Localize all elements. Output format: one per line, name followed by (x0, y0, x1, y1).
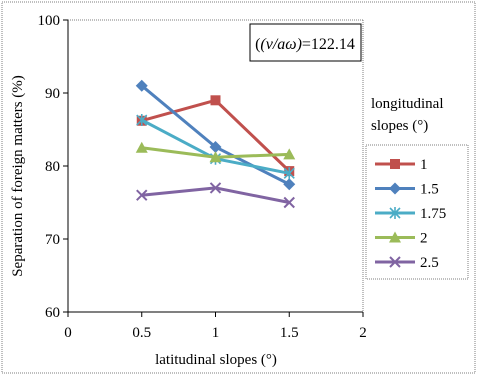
legend-item: 1.75 (375, 206, 446, 222)
legend-item: 1.5 (375, 182, 439, 198)
legend-items: 1 1.5 1.75 2 2.5 (375, 157, 446, 271)
data-point (135, 79, 148, 92)
data-point (135, 141, 148, 153)
legend-label: 1.5 (420, 182, 439, 198)
legend-marker (389, 256, 401, 268)
y-tick-label: 60 (45, 305, 60, 321)
series-2.5 (136, 182, 295, 209)
data-point (136, 189, 148, 201)
series-2 (135, 141, 296, 163)
data-point (209, 141, 222, 154)
legend-marker (389, 182, 401, 195)
y-tick-label: 100 (38, 13, 61, 29)
y-axis-label: Separation of foreign matters (%) (10, 75, 26, 277)
data-point (210, 95, 221, 106)
y-ticks: 60 70 80 90 100 (38, 13, 68, 321)
annotation-box: ((v/aω)=122.14 (249, 23, 362, 62)
data-point (136, 114, 148, 127)
data-point (283, 196, 295, 209)
legend: longitudinal slopes (°) 1 1.5 1.75 2 2.5 (365, 96, 469, 280)
data-point (283, 167, 295, 180)
legend-item: 2.5 (375, 255, 439, 271)
legend-item: 1 (375, 157, 428, 173)
x-tick-label: 1 (212, 325, 220, 341)
y-tick-label: 80 (45, 159, 60, 175)
data-point (283, 178, 296, 191)
annotation-prefix: (v/aω) (260, 36, 302, 53)
x-tick-label: 0 (64, 325, 72, 341)
legend-label: 2.5 (420, 255, 439, 271)
legend-title-line-2: slopes (°) (371, 118, 428, 134)
x-tick-label: 0.5 (132, 325, 151, 341)
legend-label: 1.75 (420, 206, 446, 222)
x-axis-label: latitudinal slopes (°) (155, 352, 277, 368)
annotation-value: =122.14 (302, 36, 355, 53)
x-ticks: 0 0.5 1 1.5 2 (64, 312, 367, 341)
y-tick-label: 70 (45, 232, 60, 248)
legend-label: 2 (420, 231, 428, 247)
series-line (141, 186, 290, 204)
plot-area: 60 70 80 90 100 0 0.5 1 1.5 2 (38, 13, 367, 341)
legend-marker (389, 207, 401, 219)
y-tick-label: 90 (45, 86, 60, 102)
x-tick-label: 1.5 (280, 325, 299, 341)
legend-marker (390, 159, 400, 169)
x-tick-label: 2 (359, 325, 367, 341)
legend-item: 2 (375, 231, 428, 247)
series-1.5 (135, 79, 296, 191)
annotation-text: ((v/aω)=122.14 (255, 36, 355, 53)
series-layer (135, 79, 296, 209)
legend-label: 1 (420, 157, 428, 173)
data-point (209, 182, 222, 194)
annotation-frame (249, 23, 362, 62)
legend-marker (389, 231, 401, 243)
data-point (283, 148, 296, 160)
data-point (209, 151, 222, 163)
legend-title-line-1: longitudinal (371, 96, 444, 112)
